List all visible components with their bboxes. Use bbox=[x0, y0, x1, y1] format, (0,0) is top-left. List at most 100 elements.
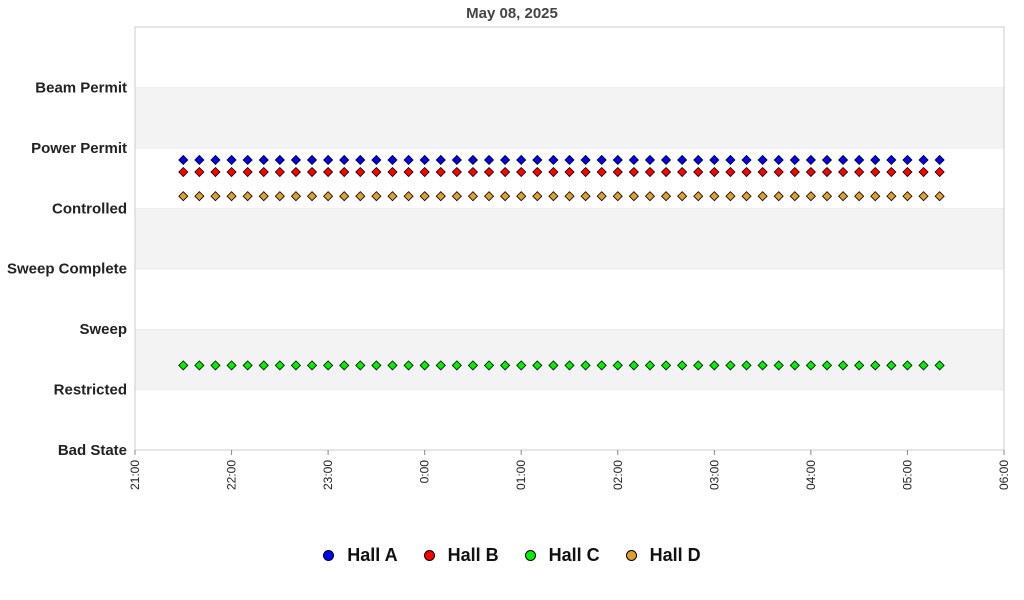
data-point bbox=[628, 166, 639, 178]
data-point bbox=[789, 360, 800, 371]
data-point bbox=[757, 166, 768, 178]
data-point bbox=[403, 154, 414, 166]
data-point bbox=[773, 166, 784, 178]
data-point bbox=[805, 166, 816, 178]
data-point bbox=[644, 166, 656, 178]
data-point bbox=[773, 360, 784, 371]
data-point bbox=[178, 166, 189, 178]
x-tick-label: 02:00 bbox=[611, 460, 625, 490]
plot-area bbox=[134, 26, 1005, 451]
data-point bbox=[628, 191, 639, 202]
data-point bbox=[210, 154, 221, 166]
data-point bbox=[451, 154, 462, 166]
grid-band bbox=[135, 87, 1004, 148]
data-point bbox=[548, 154, 559, 166]
data-point bbox=[596, 166, 607, 178]
data-point bbox=[178, 360, 189, 371]
data-point bbox=[467, 166, 479, 178]
data-point bbox=[306, 166, 318, 178]
data-point bbox=[805, 191, 816, 202]
data-point bbox=[644, 154, 656, 166]
data-point bbox=[838, 166, 849, 178]
data-point bbox=[435, 191, 446, 202]
data-point bbox=[854, 360, 865, 371]
data-point bbox=[548, 360, 559, 371]
data-point bbox=[467, 191, 479, 202]
data-point bbox=[870, 166, 881, 178]
data-point bbox=[693, 154, 704, 166]
legend-item: Hall B bbox=[423, 545, 499, 566]
legend-marker bbox=[323, 549, 335, 561]
data-point bbox=[290, 166, 301, 178]
y-tick-label: Sweep Complete bbox=[7, 261, 127, 278]
data-point bbox=[210, 360, 221, 371]
data-point bbox=[435, 360, 446, 371]
data-point bbox=[387, 360, 398, 371]
data-point bbox=[644, 191, 656, 202]
data-point bbox=[419, 166, 430, 178]
data-point bbox=[628, 360, 639, 371]
data-point bbox=[387, 166, 398, 178]
grid-band bbox=[135, 208, 1004, 269]
grid-band bbox=[135, 268, 1004, 330]
data-point bbox=[355, 191, 366, 202]
data-point bbox=[290, 154, 301, 166]
data-point bbox=[178, 154, 189, 166]
data-point bbox=[306, 191, 318, 202]
data-point bbox=[580, 360, 591, 371]
data-point bbox=[725, 154, 736, 166]
data-point bbox=[226, 154, 237, 166]
data-point bbox=[821, 360, 833, 371]
y-tick-label: Bad State bbox=[58, 442, 127, 459]
x-tick-label: 0:00 bbox=[418, 460, 432, 484]
data-point bbox=[934, 360, 945, 371]
series-hall-c bbox=[178, 360, 945, 371]
data-point bbox=[500, 166, 511, 178]
data-point bbox=[902, 191, 913, 202]
data-point bbox=[467, 154, 479, 166]
data-point bbox=[532, 166, 543, 178]
data-point bbox=[451, 360, 462, 371]
data-point bbox=[451, 191, 462, 202]
data-point bbox=[290, 360, 301, 371]
data-point bbox=[870, 360, 881, 371]
data-point bbox=[709, 191, 720, 202]
data-point bbox=[934, 166, 945, 178]
data-point bbox=[226, 360, 237, 371]
data-point bbox=[323, 166, 334, 178]
data-point bbox=[483, 166, 495, 178]
x-tick-label: 04:00 bbox=[804, 460, 818, 490]
grid-band bbox=[135, 329, 1004, 390]
data-point bbox=[854, 154, 865, 166]
data-point bbox=[274, 154, 285, 166]
y-tick-label: Controlled bbox=[52, 200, 127, 217]
data-point bbox=[258, 191, 269, 202]
data-point bbox=[403, 191, 414, 202]
series-hall-a bbox=[178, 154, 945, 166]
data-point bbox=[838, 154, 849, 166]
data-point bbox=[757, 360, 768, 371]
data-point bbox=[532, 360, 543, 371]
data-point bbox=[274, 191, 285, 202]
data-point bbox=[870, 191, 881, 202]
data-point bbox=[323, 360, 334, 371]
data-point bbox=[918, 360, 929, 371]
data-point bbox=[564, 166, 575, 178]
data-point bbox=[210, 166, 221, 178]
data-point bbox=[194, 191, 205, 202]
data-point bbox=[773, 154, 784, 166]
x-tick-label: 05:00 bbox=[900, 460, 914, 490]
data-point bbox=[355, 166, 366, 178]
data-point bbox=[886, 154, 897, 166]
data-point bbox=[580, 154, 591, 166]
data-point bbox=[789, 154, 800, 166]
data-point bbox=[934, 191, 945, 202]
data-point bbox=[274, 360, 285, 371]
data-point bbox=[660, 166, 672, 178]
data-point bbox=[339, 154, 350, 166]
data-point bbox=[451, 166, 462, 178]
data-point bbox=[612, 360, 623, 371]
data-point bbox=[339, 360, 350, 371]
data-point bbox=[725, 166, 736, 178]
data-point bbox=[500, 360, 511, 371]
